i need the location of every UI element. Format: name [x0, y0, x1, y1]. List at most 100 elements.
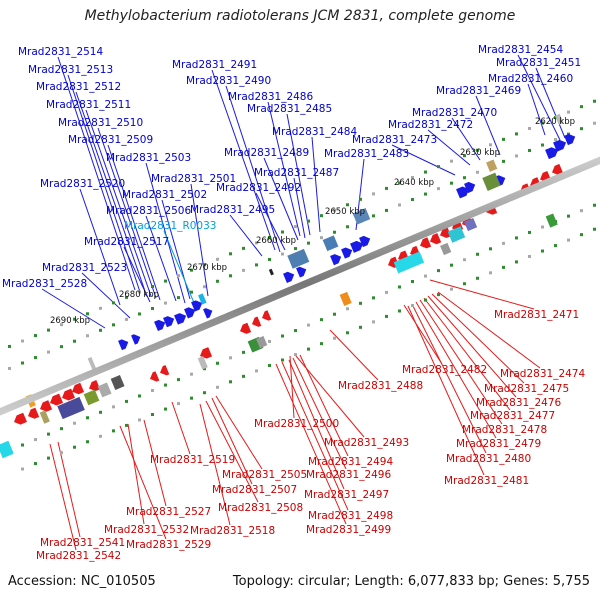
reverse-gene-label[interactable]: Mrad2831_2519: [150, 454, 235, 466]
reverse-gene-label[interactable]: Mrad2831_2518: [190, 525, 275, 537]
reverse-gene-labels[interactable]: Mrad2831_2471 Mrad2831_2482 Mrad2831_2488 M…: [36, 309, 585, 562]
reverse-gene-label[interactable]: Mrad2831_2527: [126, 506, 211, 518]
forward-feature[interactable]: [287, 248, 310, 269]
forward-gene-label[interactable]: Mrad2831_2485: [247, 103, 332, 115]
reverse-gene[interactable]: [550, 163, 564, 177]
forward-gene-label[interactable]: Mrad2831_2512: [36, 81, 121, 93]
forward-gene-label[interactable]: Mrad2831_2492: [216, 182, 301, 194]
reverse-gene-label[interactable]: Mrad2831_2529: [126, 539, 211, 551]
forward-gene[interactable]: [330, 252, 343, 266]
reverse-gene-label[interactable]: Mrad2831_2481: [444, 475, 529, 487]
reverse-feature[interactable]: [256, 335, 268, 349]
forward-gene-label[interactable]: Mrad2831_2460: [488, 73, 573, 85]
forward-gene-label[interactable]: Mrad2831_2509: [68, 134, 153, 146]
reverse-gene[interactable]: [418, 237, 432, 250]
forward-gene[interactable]: [296, 265, 308, 278]
reverse-gene-label[interactable]: Mrad2831_2542: [36, 550, 121, 562]
forward-feature[interactable]: [486, 159, 498, 172]
reverse-gene-label[interactable]: Mrad2831_2479: [456, 438, 541, 450]
forward-gene-label[interactable]: Mrad2831_2511: [46, 99, 131, 111]
forward-feature[interactable]: [268, 268, 274, 276]
forward-gene-label[interactable]: Mrad2831_2502: [122, 189, 207, 201]
reverse-gene-label[interactable]: Mrad2831_2507: [212, 484, 297, 496]
forward-gene-label[interactable]: Mrad2831_2484: [272, 126, 357, 138]
reverse-gene[interactable]: [70, 382, 85, 396]
forward-gene-label[interactable]: Mrad2831_2506: [106, 205, 191, 217]
reverse-gene-label[interactable]: Mrad2831_2500: [254, 418, 339, 430]
forward-gene-label[interactable]: Mrad2831_2517: [84, 236, 169, 248]
reverse-gene[interactable]: [60, 388, 75, 403]
reverse-gene[interactable]: [12, 412, 27, 427]
reverse-feature[interactable]: [0, 440, 14, 459]
reverse-gene-label[interactable]: Mrad2831_2476: [476, 397, 561, 409]
reverse-gene-label[interactable]: Mrad2831_2498: [308, 510, 393, 522]
reverse-feature[interactable]: [440, 242, 452, 256]
reverse-feature[interactable]: [545, 213, 558, 228]
reverse-gene-label[interactable]: Mrad2831_2482: [402, 364, 487, 376]
forward-gene-label[interactable]: Mrad2831_2489: [224, 147, 309, 159]
forward-gene-label[interactable]: Mrad2831_2473: [352, 134, 437, 146]
forward-gene[interactable]: [341, 246, 354, 259]
forward-gene-label[interactable]: Mrad2831_2520: [40, 178, 125, 190]
forward-gene[interactable]: [154, 318, 167, 332]
reverse-feature[interactable]: [110, 375, 125, 390]
forward-gene-label[interactable]: Mrad2831_2513: [28, 64, 113, 76]
reverse-gene-label[interactable]: Mrad2831_2477: [470, 410, 555, 422]
reverse-gene[interactable]: [428, 233, 442, 246]
forward-gene[interactable]: [464, 180, 477, 194]
forward-gene[interactable]: [131, 332, 142, 345]
forward-gene[interactable]: [184, 305, 197, 319]
forward-gene-label[interactable]: Mrad2831_2486: [228, 91, 313, 103]
reverse-gene-label[interactable]: Mrad2831_2496: [306, 469, 391, 481]
reverse-gene[interactable]: [250, 316, 262, 328]
reverse-feature[interactable]: [464, 217, 478, 232]
forward-gene[interactable]: [359, 234, 372, 248]
forward-gene-label[interactable]: Mrad2831_2514: [18, 46, 103, 58]
forward-gene-label[interactable]: Mrad2831_2495: [190, 204, 275, 216]
forward-gene[interactable]: [545, 145, 560, 160]
reverse-gene-label[interactable]: Mrad2831_2488: [338, 380, 423, 392]
forward-gene[interactable]: [203, 306, 214, 319]
forward-gene-label[interactable]: Mrad2831_2469: [436, 85, 521, 97]
reverse-gene-label[interactable]: Mrad2831_2493: [324, 437, 409, 449]
forward-gene[interactable]: [118, 337, 130, 351]
reverse-gene-label[interactable]: Mrad2831_2508: [218, 502, 303, 514]
reverse-gene-label[interactable]: Mrad2831_2499: [306, 524, 391, 536]
reverse-feature[interactable]: [339, 291, 352, 306]
forward-gene-label[interactable]: Mrad2831_2487: [254, 167, 339, 179]
reverse-gene[interactable]: [38, 400, 53, 413]
reverse-feature[interactable]: [447, 226, 466, 243]
reverse-gene-label[interactable]: Mrad2831_2494: [308, 456, 393, 468]
reverse-gene[interactable]: [87, 380, 101, 393]
reverse-gene[interactable]: [260, 310, 272, 322]
reverse-gene-label[interactable]: Mrad2831_2480: [446, 453, 531, 465]
forward-gene[interactable]: [163, 314, 176, 328]
forward-gene-label[interactable]: Mrad2831_2510: [58, 117, 143, 129]
reverse-gene-label[interactable]: Mrad2831_2497: [304, 489, 389, 501]
forward-gene-label[interactable]: Mrad2831_2528: [2, 278, 87, 290]
forward-gene[interactable]: [553, 138, 568, 152]
reverse-gene[interactable]: [48, 393, 63, 408]
reverse-gene-label[interactable]: Mrad2831_2475: [484, 383, 569, 395]
forward-gene-label[interactable]: Mrad2831_2490: [186, 75, 271, 87]
reverse-gene-label[interactable]: Mrad2831_2471: [494, 309, 579, 321]
reverse-gene-label[interactable]: Mrad2831_2478: [462, 424, 547, 436]
forward-gene-label[interactable]: Mrad2831_R0033: [124, 220, 216, 232]
reverse-feature[interactable]: [83, 389, 100, 406]
forward-gene[interactable]: [191, 298, 204, 312]
forward-gene-label[interactable]: Mrad2831_2523: [42, 262, 127, 274]
reverse-gene-label[interactable]: Mrad2831_2532: [104, 524, 189, 536]
forward-gene[interactable]: [174, 311, 188, 325]
reverse-gene-label[interactable]: Mrad2831_2541: [40, 537, 125, 549]
reverse-feature[interactable]: [39, 410, 50, 424]
forward-gene[interactable]: [283, 270, 296, 283]
forward-gene-label[interactable]: Mrad2831_2483: [324, 148, 409, 160]
reverse-feature[interactable]: [57, 396, 85, 420]
forward-feature[interactable]: [352, 208, 371, 225]
forward-gene-label[interactable]: Mrad2831_2470: [412, 107, 497, 119]
forward-gene-label[interactable]: Mrad2831_2472: [388, 119, 473, 131]
forward-gene[interactable]: [456, 185, 471, 199]
forward-feature[interactable]: [322, 235, 339, 252]
reverse-feature[interactable]: [393, 251, 425, 274]
reverse-feature[interactable]: [87, 357, 97, 370]
